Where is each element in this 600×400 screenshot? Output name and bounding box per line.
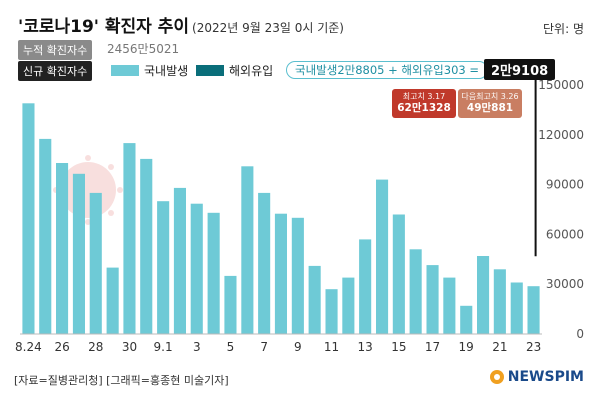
cumulative-label: 누적 확진자수 (18, 40, 93, 60)
bar-13 (359, 239, 372, 334)
bar-19 (460, 305, 473, 334)
x-tick-label: 30 (122, 340, 137, 354)
second-record-badge: 다음최고치 3.26 49만881 (458, 89, 522, 118)
x-tick-label: 9 (294, 340, 302, 354)
newspim-logo: NEWSPIM (489, 369, 584, 385)
legend-overseas-text: 해외유입 (229, 64, 274, 78)
legend-overseas: 해외유입 (196, 62, 273, 79)
bar-30 (123, 143, 136, 334)
newspim-logo-text: NEWSPIM (507, 369, 584, 385)
bar-25 (39, 138, 52, 334)
x-tick-label: 7 (260, 340, 268, 354)
bar-22 (510, 282, 523, 334)
daily-formula: 국내발생2만8805 + 해외유입303 = (286, 61, 488, 79)
bar-8 (274, 213, 287, 334)
second-record-date: 다음최고치 3.26 (461, 92, 519, 101)
bar-9 (291, 217, 304, 334)
x-tick-label: 8.24 (15, 340, 42, 354)
x-tick-label: 15 (391, 340, 406, 354)
bar-20 (477, 256, 490, 334)
bar-6 (241, 166, 254, 334)
new-cases-label: 신규 확진자수 (18, 61, 93, 81)
bar-18 (443, 277, 456, 334)
y-axis-ticks: 0 30000 60000 90000 120000 150000 (538, 78, 584, 341)
x-tick-label: 5 (227, 340, 235, 354)
y-tick-label: 90000 (546, 178, 584, 192)
y-tick-label: 150000 (538, 78, 584, 92)
x-tick-label: 11 (324, 340, 339, 354)
bar-2 (173, 187, 186, 334)
chart-title: '코로나19' 확진자 추이 (2022년 9월 23일 0시 기준) (18, 12, 344, 37)
x-tick-label: 3 (193, 340, 201, 354)
y-tick-label: 0 (576, 327, 584, 341)
legend-domestic: 국내발생 (111, 62, 188, 79)
unit-label: 단위: 명 (543, 22, 584, 36)
bar-10 (308, 265, 321, 334)
bar-12 (342, 277, 355, 334)
bar-3 (190, 203, 203, 334)
virus-spike-icon (108, 210, 114, 216)
y-tick-label: 120000 (538, 128, 584, 142)
x-tick-label: 17 (425, 340, 440, 354)
bar-21 (493, 269, 506, 334)
highest-record-date: 최고치 3.17 (402, 92, 446, 101)
bar-26 (56, 163, 69, 334)
bar-29 (106, 267, 119, 334)
bar-4 (207, 212, 220, 334)
bar-8.24 (22, 103, 35, 334)
legend-domestic-text: 국내발생 (144, 64, 189, 78)
legend-overseas-swatch (196, 65, 224, 76)
newspim-logo-icon (489, 370, 504, 384)
bar-series-domestic (22, 103, 540, 334)
bar-28 (89, 192, 102, 334)
virus-body-icon (60, 162, 116, 218)
highest-record-badge: 최고치 3.17 62만1328 (392, 89, 456, 118)
x-tick-label: 9.1 (154, 340, 173, 354)
bar-16 (409, 249, 422, 334)
x-tick-label: 19 (459, 340, 474, 354)
bar-7 (258, 192, 271, 334)
cumulative-value: 2456만5021 (107, 42, 180, 56)
bar-15 (392, 214, 405, 334)
chart-subtitle: (2022년 9월 23일 0시 기준) (192, 21, 344, 35)
bar-23 (527, 286, 540, 334)
bar-9.1 (157, 201, 170, 334)
bar-17 (426, 265, 439, 334)
y-tick-label: 30000 (546, 277, 584, 291)
highest-record-value: 62만1328 (397, 102, 451, 114)
daily-total-badge: 2만9108 (484, 59, 556, 80)
x-axis-ticks: 8.24 26 28 30 9.1 3 5 7 9 11 13 15 17 19 21 23 (15, 340, 541, 354)
virus-spike-icon (85, 219, 91, 225)
virus-spike-icon (117, 187, 123, 193)
legend-domestic-swatch (111, 65, 139, 76)
x-tick-label: 23 (526, 340, 541, 354)
x-tick-label: 28 (88, 340, 103, 354)
x-tick-label: 21 (492, 340, 507, 354)
title-text: '코로나19' 확진자 추이 (18, 17, 190, 37)
bar-31 (140, 158, 153, 334)
x-tick-label: 13 (358, 340, 373, 354)
second-record-value: 49만881 (466, 102, 514, 114)
bar-14 (376, 179, 389, 334)
virus-spike-icon (85, 155, 91, 161)
virus-spike-icon (108, 164, 114, 170)
bar-27 (72, 173, 85, 334)
x-tick-label: 26 (54, 340, 69, 354)
bar-5 (224, 275, 237, 334)
y-tick-label: 60000 (546, 227, 584, 241)
source-credit: [자료=질병관리청] [그래픽=홍종현 미술기자] (14, 374, 229, 387)
bar-11 (325, 289, 338, 334)
